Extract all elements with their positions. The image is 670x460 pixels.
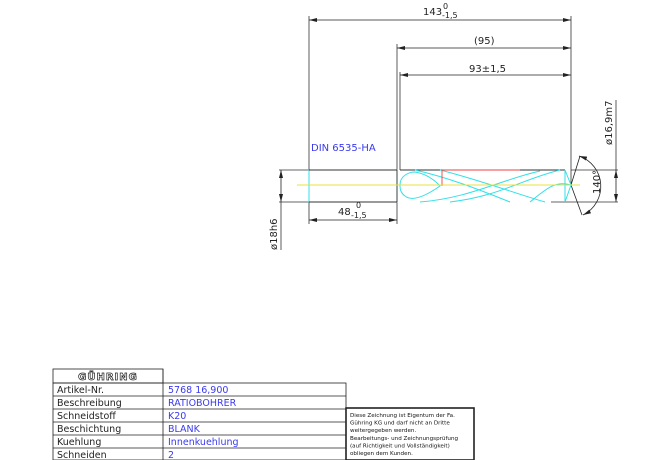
row-label: Beschichtung	[57, 424, 121, 435]
row-value: RATIOBOHRER	[168, 398, 237, 409]
notice-line: Gühring KG und darf nicht an Dritte	[350, 421, 450, 427]
notice-line: obliegen dem Kunden.	[350, 451, 413, 457]
drill-body	[297, 169, 580, 203]
row-value: K20	[168, 411, 186, 422]
title-block-rows: Artikel-Nr. 5768 16,900 Beschreibung RAT…	[57, 385, 239, 460]
guehring-logo: GÜHRING	[78, 369, 138, 383]
row-label: Artikel-Nr.	[57, 385, 104, 396]
row-value: Innenkuehlung	[168, 437, 239, 448]
ownership-notice: Diese Zeichnung ist Eigentum der Fa. Güh…	[350, 413, 459, 457]
point-angle-dim	[570, 155, 602, 216]
title-block-grid	[52, 368, 475, 460]
row-value: 5768 16,900	[168, 385, 228, 396]
notice-line: Bearbeitungs- und Zeichnungsprüfung	[350, 436, 459, 442]
notice-line: weitergegeben werden.	[350, 428, 416, 434]
shank-length-text: 48	[338, 207, 351, 218]
cutting-length-text: 93±1,5	[469, 64, 506, 75]
point-angle-text: 140°	[592, 170, 603, 194]
row-label: Schneidstoff	[57, 411, 116, 422]
row-label: Kuehlung	[57, 437, 101, 448]
shank-length-upper-tol: 0	[356, 201, 361, 210]
row-value: 2	[168, 450, 174, 460]
standard-label: DIN 6535-HA	[311, 143, 376, 154]
notice-line: Diese Zeichnung ist Eigentum der Fa.	[350, 413, 455, 419]
cutting-diameter-text: ø16,9m7	[604, 101, 615, 146]
row-label: Beschreibung	[57, 398, 122, 409]
notice-line: (auf Richtigkeit und Vollständigkeit)	[350, 444, 450, 450]
flute-length-text: (95)	[474, 36, 495, 47]
overall-length-upper-tol: 0	[443, 2, 448, 11]
shank-length-lower-tol: -1,5	[351, 211, 367, 220]
row-value: BLANK	[168, 424, 201, 435]
overall-length-lower-tol: -1,5	[442, 11, 458, 20]
extension-lines	[279, 16, 618, 250]
overall-length-text: 143	[423, 7, 442, 18]
row-label: Schneiden	[57, 450, 107, 460]
dimension-lines	[279, 18, 618, 222]
shank-diameter-text: ø18h6	[269, 218, 280, 250]
